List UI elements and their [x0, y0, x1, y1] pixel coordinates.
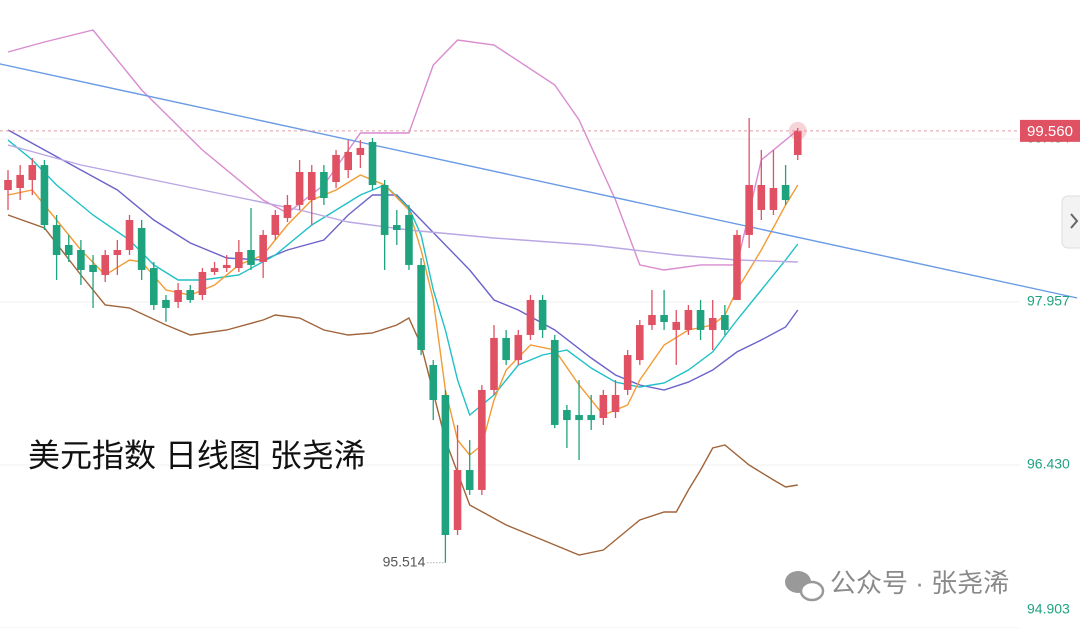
- candle-body: [490, 337, 498, 390]
- y-tick-label: 94.903: [1027, 601, 1070, 617]
- candle-body: [295, 171, 304, 205]
- candle-body: [745, 184, 753, 235]
- candle-body: [380, 184, 389, 235]
- candle-body: [441, 394, 450, 536]
- candle-body: [307, 171, 316, 201]
- candle-body: [563, 410, 571, 421]
- candle-body: [52, 225, 61, 256]
- candle-body: [660, 315, 668, 322]
- candle-body: [648, 315, 656, 326]
- candle-body: [174, 290, 182, 302]
- candles: 95.514: [4, 117, 807, 569]
- candle-body: [502, 337, 510, 361]
- candle-body: [611, 394, 620, 413]
- last-price-label: 99.560: [1027, 123, 1073, 140]
- candle-body: [320, 171, 328, 199]
- grid: [0, 138, 1020, 628]
- indicator-lines: [0, 29, 1078, 556]
- candle-body: [465, 470, 474, 490]
- candle-body: [101, 255, 109, 275]
- indicator-line: [7, 174, 799, 456]
- indicator-line: [7, 139, 799, 417]
- expand-button[interactable]: [1061, 195, 1080, 249]
- candle-body: [721, 315, 729, 330]
- candle-body: [113, 250, 122, 256]
- candle-body: [283, 204, 292, 218]
- y-tick-label: 97.957: [1027, 293, 1070, 309]
- watermark: 公众号 · 张尧浠: [830, 568, 1009, 598]
- candle-body: [587, 415, 595, 421]
- candle-body: [16, 174, 24, 188]
- wechat-icon: [785, 571, 825, 602]
- candle-body: [478, 389, 486, 490]
- candle-body: [769, 187, 778, 210]
- low-annotation: 95.514: [383, 553, 426, 569]
- candle-body: [247, 250, 255, 265]
- candle-body: [210, 268, 219, 272]
- candle-body: [235, 252, 243, 269]
- candle-body: [77, 250, 85, 270]
- candle-body: [429, 364, 438, 400]
- candle-body: [186, 290, 195, 300]
- candle-body: [28, 165, 37, 180]
- candle-body: [757, 184, 766, 210]
- indicator-line: [7, 129, 799, 391]
- candle-body: [368, 141, 377, 185]
- candle-body: [393, 225, 401, 231]
- candle-body: [259, 234, 267, 262]
- chart-title: 美元指数 日线图 张尧浠: [28, 437, 366, 473]
- candle-body: [781, 184, 790, 201]
- candle-body: [89, 264, 97, 272]
- candle-body: [733, 234, 741, 300]
- last-price-box: [1020, 119, 1080, 142]
- candle-body: [672, 321, 681, 330]
- candle-body: [453, 470, 462, 531]
- candle-body: [162, 299, 170, 308]
- indicator-line: [0, 63, 1078, 299]
- candle-body: [696, 309, 705, 330]
- candle-body: [150, 268, 158, 305]
- candle-body: [599, 394, 608, 419]
- candle-body: [198, 271, 207, 296]
- candle-body: [4, 179, 12, 191]
- candle-body: [623, 355, 632, 390]
- candle-body: [514, 334, 523, 361]
- candle-body: [550, 339, 559, 425]
- candle-body: [538, 299, 547, 330]
- candle-body: [271, 214, 280, 235]
- y-tick-label: 96.430: [1027, 456, 1070, 472]
- candle-body: [137, 228, 146, 270]
- candle-body: [708, 318, 717, 330]
- candle-body: [793, 130, 802, 155]
- candle-body: [684, 309, 693, 330]
- indicator-line: [7, 29, 799, 271]
- candle-body: [332, 154, 340, 183]
- candle-body: [344, 152, 352, 171]
- candle-body: [222, 264, 231, 269]
- candle-body: [417, 264, 425, 351]
- candle-body: [405, 214, 413, 265]
- candle-body: [526, 299, 535, 335]
- candle-body: [575, 415, 583, 421]
- last-price-glow: [788, 121, 807, 140]
- candle-body: [40, 165, 49, 226]
- indicator-line: [7, 144, 798, 263]
- candle-body: [64, 244, 73, 256]
- candle-body: [356, 147, 365, 155]
- candle-body: [636, 325, 644, 361]
- candle-body: [125, 220, 134, 251]
